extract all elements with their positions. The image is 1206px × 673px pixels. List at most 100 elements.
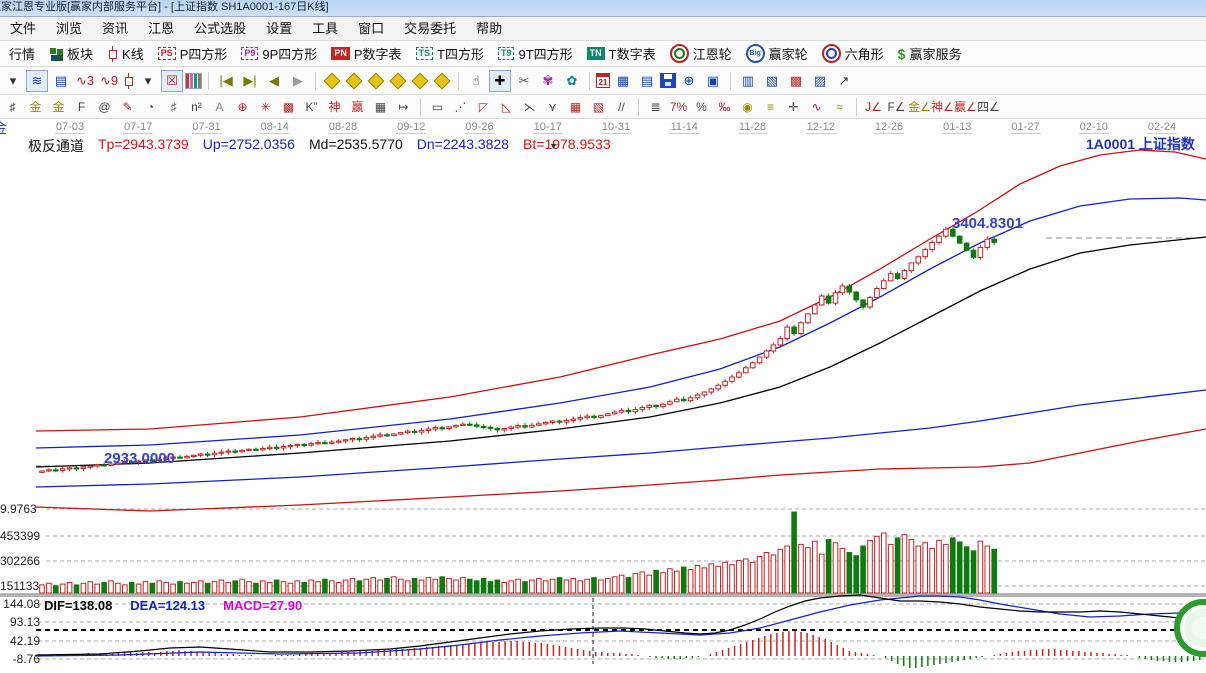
- gann-tool-icon[interactable]: ✾: [542, 72, 554, 88]
- hexagon-button[interactable]: 六角形: [815, 41, 891, 66]
- winner-service-button[interactable]: $ 赢家服务: [891, 41, 969, 66]
- next-icon[interactable]: ▶: [293, 72, 303, 88]
- chart-panel[interactable]: 07-03 07-17 07-31 08-14 08-28 09-12 09-26 10-17…: [0, 119, 1206, 673]
- parallel-lines-icon[interactable]: //: [618, 99, 625, 114]
- calendar-icon[interactable]: 21: [596, 73, 610, 88]
- crosshair-tool-icon[interactable]: ✚: [489, 69, 511, 92]
- measure-tool-icon[interactable]: ✂: [518, 72, 530, 88]
- menu-item[interactable]: 公式选股: [194, 21, 247, 36]
- menu-item[interactable]: 浏览: [56, 21, 83, 36]
- menu-item[interactable]: 帮助: [476, 21, 503, 36]
- red-grid-icon[interactable]: ▩: [789, 72, 803, 88]
- map-view-icon[interactable]: ▨: [813, 72, 827, 88]
- gold-lines-icon[interactable]: ≡: [766, 99, 774, 114]
- gold-gann-2-icon[interactable]: 金: [52, 100, 65, 114]
- grid-123-icon[interactable]: ▦: [374, 99, 387, 114]
- diamond-plus-icon[interactable]: ✚: [410, 71, 430, 91]
- time-clock-icon[interactable]: ◔: [146, 99, 155, 114]
- candle-style-caret-icon[interactable]: ▾: [144, 72, 152, 88]
- menu-item[interactable]: 文件: [10, 21, 37, 36]
- main-chart-icon[interactable]: ≋: [26, 69, 48, 92]
- dot-grid-icon[interactable]: ▦: [569, 99, 582, 114]
- shen-icon[interactable]: 神: [328, 100, 341, 114]
- box-fan-icon[interactable]: ◺: [501, 99, 512, 114]
- k-quote-icon[interactable]: K”: [305, 99, 318, 114]
- starburst-icon[interactable]: ✳: [260, 99, 271, 114]
- angle-a-icon[interactable]: A: [215, 99, 224, 114]
- menu-item[interactable]: 资讯: [102, 21, 129, 36]
- wave-3-icon[interactable]: ∿3: [75, 72, 95, 88]
- wave-red-icon[interactable]: ∿: [811, 99, 822, 114]
- last-page-icon[interactable]: ▶|: [243, 72, 257, 88]
- diamond-swap-icon[interactable]: ⇄: [388, 71, 408, 91]
- notepad-icon[interactable]: ▤: [640, 72, 654, 88]
- dropdown-caret-icon[interactable]: ▾: [9, 72, 17, 88]
- winner-wheel-button[interactable]: Big 赢家轮: [739, 41, 815, 66]
- panel-grid-icon[interactable]: ▥: [741, 72, 755, 88]
- pen-lines-icon[interactable]: ⋋: [523, 99, 536, 114]
- ruler-pen-icon[interactable]: ✛: [788, 99, 799, 114]
- dot-grid-box-icon[interactable]: ▧: [592, 99, 605, 114]
- histogram-icon[interactable]: [185, 72, 202, 89]
- gold-wave-icon[interactable]: ≈: [836, 99, 843, 114]
- hash-ruler-icon[interactable]: ♯: [9, 99, 16, 114]
- red-pen-icon[interactable]: ✎: [122, 99, 133, 114]
- t9-square-button[interactable]: T9 9T四方形: [491, 41, 580, 66]
- box-grid-icon[interactable]: ▩: [282, 99, 295, 114]
- p-square-button[interactable]: PS P四方形: [151, 41, 235, 66]
- zigzag-icon[interactable]: ☒: [161, 69, 183, 92]
- diamond-move-icon[interactable]: ✛: [432, 71, 452, 91]
- f-ruler-icon[interactable]: F: [77, 99, 86, 114]
- kline-button[interactable]: K线: [100, 41, 151, 66]
- quotes-button[interactable]: 行情: [2, 41, 42, 66]
- gold-circle-icon[interactable]: ◉: [742, 99, 753, 114]
- calculator-icon[interactable]: ▦: [616, 72, 630, 88]
- blocks-button[interactable]: 板块: [42, 41, 100, 66]
- fan-red-icon[interactable]: ⋰: [454, 99, 467, 114]
- menu-item[interactable]: 江恩: [148, 21, 175, 36]
- save-icon[interactable]: [660, 73, 676, 88]
- indicator-dropdown-icon[interactable]: ▼: [549, 141, 558, 151]
- chart-canvas[interactable]: [0, 133, 1206, 673]
- hand-tool-icon[interactable]: ☝: [472, 72, 480, 88]
- net-globe-icon[interactable]: ⊕: [683, 72, 695, 88]
- red-circle-icon[interactable]: ⊕: [237, 99, 248, 114]
- info-panel-icon[interactable]: ▤: [54, 72, 68, 88]
- first-page-icon[interactable]: |◀: [219, 72, 233, 88]
- cycle-tool-icon[interactable]: ✿: [566, 72, 578, 88]
- shen-angle-icon[interactable]: 神∠: [931, 100, 954, 114]
- diamond-lr-icon[interactable]: ↔: [366, 71, 386, 91]
- prev-icon[interactable]: ◀: [269, 72, 279, 88]
- gold-gann-1-icon[interactable]: 金: [29, 100, 42, 114]
- report-icon[interactable]: ▧: [765, 72, 779, 88]
- export-icon[interactable]: ↗: [838, 72, 850, 88]
- gann-wheel-button[interactable]: 江恩轮: [663, 41, 739, 66]
- menu-item[interactable]: 设置: [266, 21, 293, 36]
- wave-9-icon[interactable]: ∿9: [99, 72, 119, 88]
- ying-icon[interactable]: 赢: [351, 100, 364, 114]
- four-angle-icon[interactable]: 四∠: [977, 100, 1000, 114]
- pct-line-icon[interactable]: ‰: [718, 99, 731, 114]
- span-arrow-icon[interactable]: ↦: [398, 99, 409, 114]
- p9-square-button[interactable]: P9 9P四方形: [234, 41, 324, 66]
- diamond-right-icon[interactable]: →: [344, 71, 364, 91]
- box-select-icon[interactable]: ▭: [431, 99, 444, 114]
- pct-red-icon[interactable]: 7%: [669, 99, 688, 114]
- hash-small-icon[interactable]: ♯: [170, 99, 177, 114]
- fan-box-icon[interactable]: ◸: [478, 99, 489, 114]
- menu-item[interactable]: 交易委托: [404, 21, 457, 36]
- spiral-icon[interactable]: @: [98, 99, 111, 114]
- bar-stat-icon[interactable]: ≣: [650, 99, 661, 114]
- print-icon[interactable]: ▣: [706, 72, 720, 88]
- t-number-button[interactable]: TN T数字表: [580, 41, 663, 66]
- f-angle-icon[interactable]: F∠: [887, 99, 906, 114]
- check-v-icon[interactable]: ⋎: [548, 99, 557, 114]
- candle-style-icon[interactable]: [122, 72, 135, 90]
- menu-item[interactable]: 窗口: [358, 21, 385, 36]
- menu-item[interactable]: 工具: [312, 21, 339, 36]
- j-angle-icon[interactable]: J∠: [865, 99, 882, 114]
- diamond-left-icon[interactable]: ←: [322, 71, 342, 91]
- t-square-button[interactable]: TS T四方形: [409, 41, 491, 66]
- gold-angle-icon[interactable]: 金∠: [908, 100, 931, 114]
- n-square-icon[interactable]: n²: [191, 99, 202, 114]
